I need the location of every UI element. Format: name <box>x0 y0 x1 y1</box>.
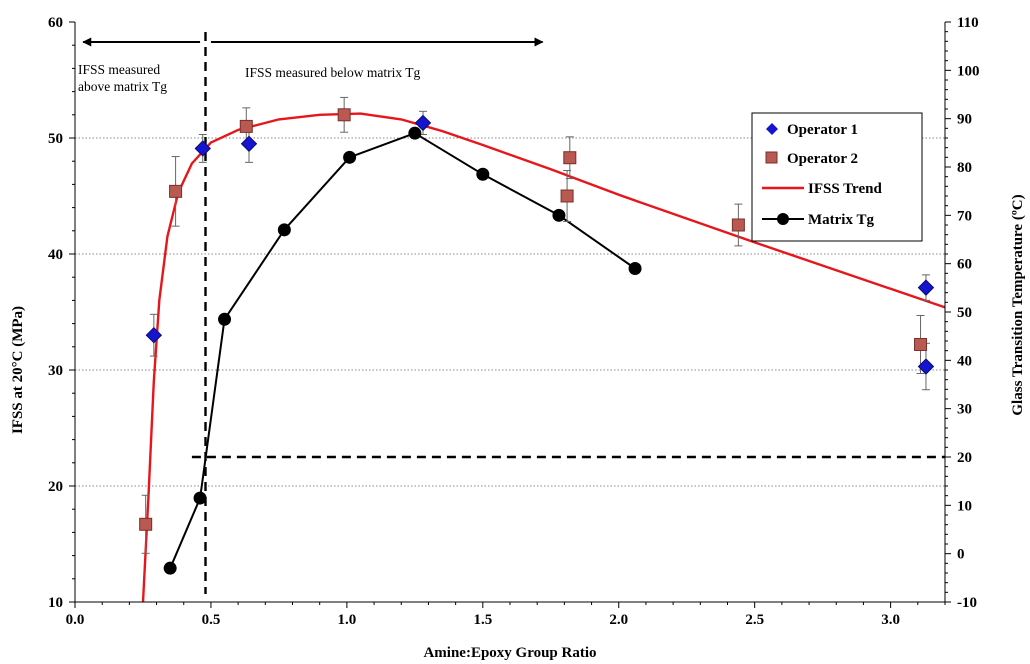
matrix-tg-point <box>277 223 291 237</box>
plot-series <box>139 96 946 603</box>
y2-tick-label: 110 <box>957 15 979 31</box>
operator-2-point <box>169 184 183 198</box>
operator-2-point <box>731 218 745 232</box>
legend-symbol-matrix-tg-point <box>777 213 789 225</box>
matrix-tg-point <box>552 208 566 222</box>
matrix-tg-point <box>408 126 422 140</box>
operator-2-point <box>139 517 153 531</box>
matrix-tg-point <box>163 561 177 575</box>
tick-labels: 0.0 0.5 1.0 1.5 2.0 2.5 3.0 10 20 30 40 50 60 -10 0 10 2… <box>48 15 980 628</box>
x-tick-label: 3.0 <box>881 612 900 628</box>
y2-tick-label: 0 <box>957 547 965 563</box>
y2-tick-label: 30 <box>957 402 972 418</box>
y2-tick-label: -10 <box>957 595 977 611</box>
legend-label-matrix-tg: Matrix Tg <box>808 212 874 228</box>
y-tick-label: 60 <box>48 15 63 31</box>
y2-tick-label: 60 <box>957 257 972 273</box>
ifss-trend-line <box>141 112 946 603</box>
y2-tick-label: 90 <box>957 112 972 128</box>
y2-tick-label: 80 <box>957 160 972 176</box>
y2-tick-label: 100 <box>957 63 980 79</box>
operator-2-point <box>239 119 253 133</box>
legend: Operator 1 Operator 2 IFSS Trend Matrix … <box>751 112 923 242</box>
annotation-above-tg-line-2: above matrix Tg <box>78 79 167 94</box>
legend-label-ifss-trend: IFSS Trend <box>808 181 882 197</box>
x-tick-label: 0.0 <box>66 612 85 628</box>
legend-symbol-operator-2 <box>765 151 778 164</box>
operator-1-point <box>917 358 935 375</box>
operator-2-point <box>560 189 574 203</box>
y2-tick-label: 20 <box>957 450 972 466</box>
y2-axis-title: Glass Transition Temperature (ºC) <box>1010 194 1026 415</box>
x-tick-label: 1.0 <box>338 612 357 628</box>
y-tick-label: 10 <box>48 595 63 611</box>
y-tick-label: 30 <box>48 363 63 379</box>
operator-1-point <box>917 279 935 296</box>
operator-1-point <box>194 140 211 157</box>
operator-2-point <box>563 151 577 165</box>
y-tick-label: 20 <box>48 479 63 495</box>
matrix-tg-point <box>193 491 207 505</box>
y-axis-title: IFSS at 20°C (MPa) <box>10 306 26 434</box>
x-tick-label: 2.5 <box>745 612 764 628</box>
y-tick-label: 40 <box>48 247 63 263</box>
operator-1-point <box>414 114 432 132</box>
matrix-tg-point <box>218 312 232 326</box>
y2-tick-label: 50 <box>957 305 972 321</box>
legend-label-operator-2: Operator 2 <box>787 151 858 167</box>
x-tick-label: 2.0 <box>609 612 628 628</box>
x-axis-title: Amine:Epoxy Group Ratio <box>423 645 596 661</box>
operator-1-point <box>145 326 163 344</box>
annotation-above-tg-line-1: IFSS measured <box>78 62 160 77</box>
y-tick-label: 50 <box>48 131 63 147</box>
legend-symbol-operator-1 <box>766 123 778 135</box>
y2-tick-label: 10 <box>957 498 972 514</box>
matrix-tg-point <box>628 262 642 275</box>
x-tick-label: 0.5 <box>202 612 221 628</box>
y2-tick-label: 40 <box>957 353 972 369</box>
x-tick-label: 1.5 <box>473 612 492 628</box>
matrix-tg-point <box>476 167 490 181</box>
y2-tick-label: 70 <box>957 208 972 224</box>
legend-label-operator-1: Operator 1 <box>787 122 858 138</box>
annotation-below-tg: IFSS measured below matrix Tg <box>245 65 420 80</box>
operator-1-point <box>240 135 258 153</box>
matrix-tg-point <box>343 150 357 164</box>
operator-2-point <box>337 108 351 122</box>
operator-2-point <box>914 337 928 351</box>
axes <box>69 21 951 608</box>
annotation-above-tg: IFSS measured above matrix Tg <box>78 62 167 94</box>
